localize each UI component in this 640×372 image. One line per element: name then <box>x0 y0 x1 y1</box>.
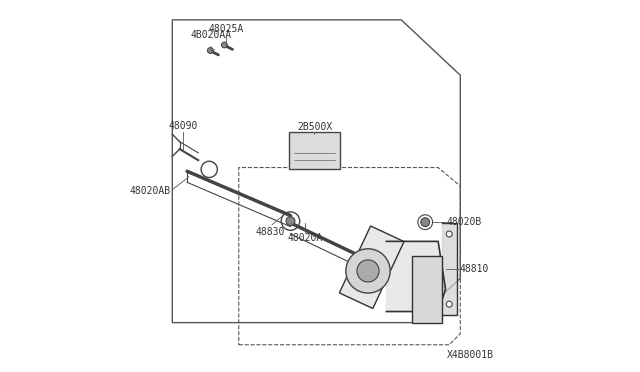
Text: 48830: 48830 <box>255 227 285 237</box>
Text: 48025A: 48025A <box>208 24 243 34</box>
Circle shape <box>357 260 379 282</box>
Text: 48020A: 48020A <box>287 233 323 243</box>
Circle shape <box>207 48 213 54</box>
Polygon shape <box>339 226 404 308</box>
Text: 4B020AA: 4B020AA <box>191 30 232 40</box>
Text: 48020B: 48020B <box>447 217 482 227</box>
Circle shape <box>221 42 227 48</box>
FancyBboxPatch shape <box>289 132 340 169</box>
Circle shape <box>446 231 452 237</box>
Polygon shape <box>387 241 445 311</box>
Polygon shape <box>442 223 456 315</box>
Text: 48090: 48090 <box>169 121 198 131</box>
Text: 48020AB: 48020AB <box>129 186 170 196</box>
Circle shape <box>286 217 295 225</box>
Text: X4B8001B: X4B8001B <box>447 350 493 359</box>
Circle shape <box>346 249 390 293</box>
Polygon shape <box>412 256 442 323</box>
Circle shape <box>420 218 429 227</box>
Circle shape <box>446 301 452 307</box>
Text: 2B500X: 2B500X <box>297 122 332 132</box>
Text: 48810: 48810 <box>460 264 489 274</box>
